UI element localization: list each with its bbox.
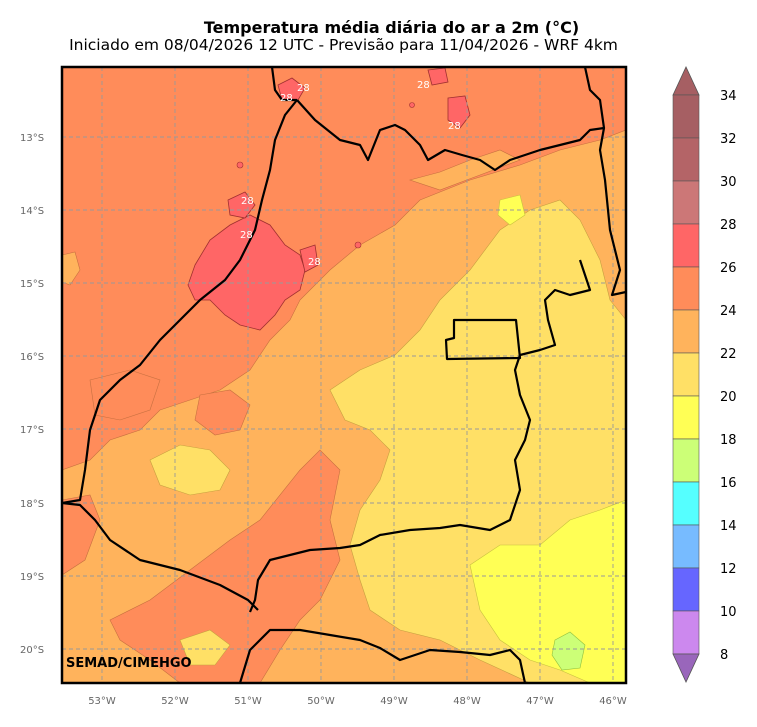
colorbar-tick-label: 22 [720, 347, 737, 362]
band-28-30-d [447, 95, 471, 129]
colorbar-under-triangle [672, 653, 700, 683]
colorbar-segment [672, 395, 700, 440]
colorbar-segment [672, 438, 700, 483]
south-border [238, 628, 527, 683]
northeast-border [583, 67, 606, 129]
band-28-30-g [354, 241, 362, 249]
colorbar-tick-label: 28 [720, 218, 737, 233]
colorbar-tick-label: 26 [720, 261, 737, 276]
colorbar-segment [672, 481, 700, 526]
colorbar-tick-label: 8 [720, 648, 728, 663]
map-subtitle: Iniciado em 08/04/2026 12 UTC - Previsão… [69, 36, 618, 54]
band-26-28-south [109, 449, 341, 683]
colorbar-tick-label: 24 [720, 304, 737, 319]
band-28-30-e [299, 244, 319, 273]
colorbar-tick-label: 18 [720, 433, 737, 448]
lon-label: 46°W [599, 696, 627, 707]
colorbar-segment [672, 266, 700, 311]
lat-label: 14°S [20, 206, 44, 217]
lat-label: 17°S [20, 425, 44, 436]
colorbar: 34 32 30 28 26 24 22 20 18 16 14 12 10 8 [672, 66, 737, 683]
map-frame [60, 65, 628, 685]
colorbar-segment [672, 94, 700, 139]
goias-border [62, 99, 626, 613]
colorbar-tick-label: 16 [720, 476, 737, 491]
latitude-labels: 13°S 14°S 15°S 16°S 17°S 18°S 19°S 20°S [20, 133, 44, 656]
band-22-24-south [179, 629, 231, 666]
lon-label: 51°W [234, 696, 262, 707]
goias-west-border [62, 99, 298, 505]
lon-label: 49°W [380, 696, 408, 707]
colorbar-tick-label: 10 [720, 605, 737, 620]
longitude-labels: 53°W 52°W 51°W 50°W 49°W 48°W 47°W 46°W [88, 696, 627, 707]
colorbar-segment [672, 223, 700, 268]
colorbar-segment [672, 610, 700, 655]
band-28-30-h [409, 102, 415, 108]
colorbar-tick-label: 34 [720, 89, 737, 104]
contour-label: 28 [308, 257, 321, 268]
lat-label: 18°S [20, 499, 44, 510]
band-28-30-a [227, 191, 256, 219]
grid-lines [62, 67, 626, 683]
band-28-30-c [427, 67, 449, 86]
contour-label: 28 [280, 93, 293, 104]
lat-label: 20°S [20, 645, 44, 656]
band-24-26-west [62, 251, 81, 286]
contour-label: 28 [297, 83, 310, 94]
band-18-20 [551, 631, 586, 671]
colorbar-segment [672, 309, 700, 354]
contour-label: 28 [448, 121, 461, 132]
lon-label: 53°W [88, 696, 116, 707]
contour-label: 28 [417, 80, 430, 91]
north-border [270, 67, 297, 102]
contour-label: 28 [241, 196, 254, 207]
map-title: Temperatura média diária do ar a 2m (°C) [203, 18, 580, 37]
lon-label: 52°W [161, 696, 189, 707]
lat-label: 13°S [20, 133, 44, 144]
lon-label: 50°W [307, 696, 335, 707]
colorbar-tick-label: 14 [720, 519, 737, 534]
contour-label: 28 [240, 230, 253, 241]
credit-label: SEMAD/CIMEHGO [66, 656, 192, 671]
colorbar-segment [672, 524, 700, 569]
lon-label: 48°W [453, 696, 481, 707]
colorbar-tick-label: 32 [720, 132, 737, 147]
band-28-30-main [187, 214, 306, 331]
colorbar-tick-label: 12 [720, 562, 737, 577]
colorbar-segment [672, 352, 700, 397]
colorbar-over-triangle [672, 66, 700, 96]
temperature-field [62, 67, 626, 683]
federal-district [444, 318, 522, 361]
band-26-28-center [194, 389, 251, 436]
lat-label: 15°S [20, 279, 44, 290]
colorbar-tick-label: 30 [720, 175, 737, 190]
band-24-26-north [408, 149, 521, 191]
colorbar-tick-label: 20 [720, 390, 737, 405]
band-22-24-west [149, 444, 231, 496]
colorbar-segment [672, 180, 700, 225]
colorbar-segment [672, 567, 700, 612]
lat-label: 16°S [20, 352, 44, 363]
band-28-30-f [236, 161, 244, 169]
state-borders [62, 67, 626, 683]
lat-label: 19°S [20, 572, 44, 583]
colorbar-segment [672, 137, 700, 182]
lon-label: 47°W [526, 696, 554, 707]
